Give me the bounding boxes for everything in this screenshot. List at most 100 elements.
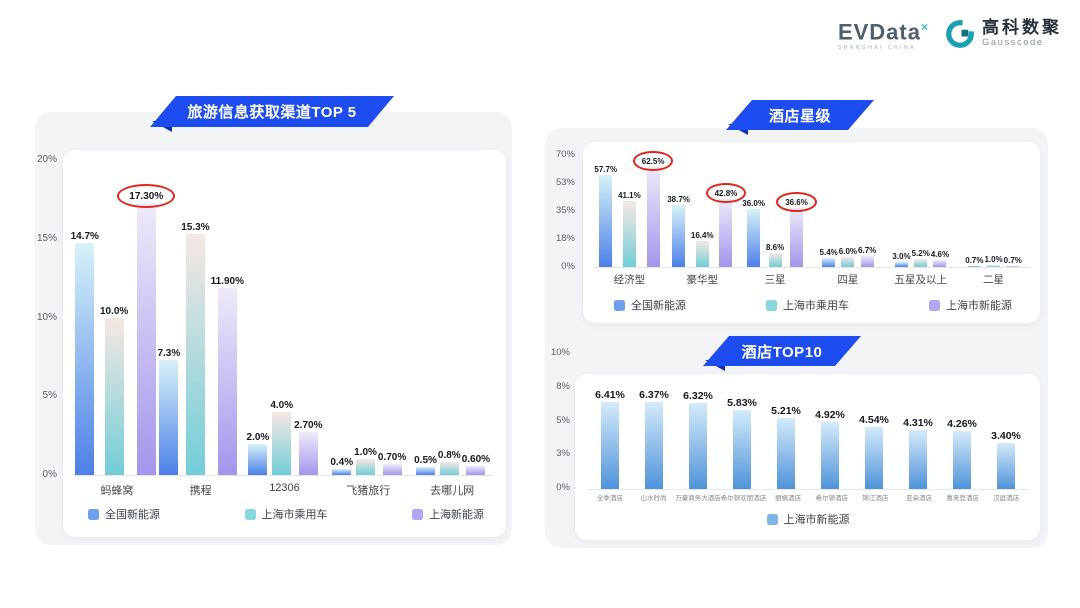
legend-item[interactable]: 上海市乘用车: [766, 297, 849, 313]
bar-group: 3.40%: [984, 374, 1028, 489]
bar: [914, 258, 928, 267]
legend-label: 全国新能源: [631, 300, 686, 312]
bar: [416, 467, 435, 475]
bar: [1006, 265, 1020, 267]
bar: [332, 468, 352, 475]
y-tick-label: 10%: [550, 347, 570, 358]
value-label: 0.7%: [1003, 255, 1022, 265]
value-label: 14.7%: [70, 231, 99, 243]
bar-with-label: 6.37%: [639, 389, 669, 489]
bar-group: 7.3% 15.3% 11.90%: [157, 160, 244, 475]
category-label: 全季酒店: [596, 495, 623, 502]
bar-with-label: 5.21%: [771, 405, 801, 489]
bar: [356, 459, 375, 475]
legend-item[interactable]: 全国新能源: [88, 506, 160, 522]
y-tick-label: 5%: [42, 390, 57, 402]
bar-cluster: 3.0% 5.2% 4.6%: [892, 249, 949, 267]
bar-group: 4.92%: [808, 374, 852, 489]
bar: [646, 167, 660, 267]
bar-cluster: 2.0% 4.0% 2.70%: [247, 400, 323, 475]
bar: [933, 259, 947, 267]
travel-channels-banner: 旅游信息获取渠道TOP 5: [150, 96, 394, 127]
bar-with-label: 41.1%: [618, 191, 641, 267]
bar-cluster: 4.31%: [903, 417, 933, 489]
bar-with-label: 0.7%: [1003, 255, 1022, 267]
bar-with-label: 0.60%: [462, 454, 490, 475]
legend-item[interactable]: 上海市新能源: [766, 511, 850, 527]
bar-cluster: 0.4% 1.0% 0.70%: [330, 447, 406, 475]
bar: [298, 432, 318, 475]
legend-item[interactable]: 上海市乘用车: [244, 506, 328, 522]
value-label: 2.70%: [294, 420, 323, 432]
bar-with-label: 0.7%: [965, 255, 984, 267]
bar: [768, 253, 782, 267]
bar-cluster: 6.32%: [683, 390, 713, 489]
bar: [865, 427, 883, 489]
bar-cluster: 57.7% 41.1% 62.5%: [594, 151, 674, 267]
bar-group: 38.7% 16.4% 42.8%: [666, 155, 746, 267]
bar: [733, 409, 751, 489]
bar-cluster: 5.4% 6.0% 6.7%: [820, 246, 876, 267]
evdata-logo: EVData× SHANGHAI CHINA: [838, 16, 929, 51]
legend-swatch-icon: [614, 299, 625, 311]
legend-item[interactable]: 上海新能源: [412, 506, 484, 522]
bar-with-label: 36.6%: [776, 192, 817, 267]
legend-item[interactable]: 上海市新能源: [929, 297, 1012, 313]
y-tick-label: 70%: [555, 149, 575, 160]
bar-with-label: 6.32%: [683, 390, 713, 489]
category-label: 山水时尚: [640, 495, 667, 502]
bar-cluster: 4.92%: [815, 409, 845, 489]
bar-with-label: 14.7%: [71, 231, 99, 475]
category-label: 希尔顿欢朋酒店: [720, 495, 767, 502]
legend-item[interactable]: 全国新能源: [614, 297, 686, 313]
value-label: 4.54%: [859, 414, 889, 427]
bar-with-label: 4.31%: [903, 417, 933, 489]
category-label: 三星: [764, 274, 786, 286]
y-tick-label: 18%: [555, 233, 575, 244]
value-label: 1.0%: [984, 255, 1003, 265]
value-label: 0.7%: [965, 255, 984, 265]
evdata-x-icon: ×: [920, 20, 929, 34]
value-label: 4.0%: [270, 400, 294, 411]
bar: [75, 243, 95, 475]
bar: [822, 258, 836, 267]
bar-with-label: 6.0%: [839, 247, 857, 267]
bar: [136, 202, 156, 475]
bar-with-label: 5.83%: [727, 397, 757, 489]
bar-group: 14.7% 10.0% 17.30%: [71, 160, 176, 475]
value-label: 10.0%: [99, 305, 129, 317]
gausscode-en-label: Gausscode: [982, 37, 1044, 49]
bar-group: 6.37%: [632, 374, 676, 489]
bar: [747, 209, 761, 267]
value-label: 36.0%: [742, 199, 765, 209]
legend-label: 上海新能源: [429, 509, 484, 521]
bar-group: 5.83%: [720, 374, 764, 489]
value-label: 0.8%: [437, 450, 461, 462]
bar-cluster: 0.5% 0.8% 0.60%: [414, 450, 490, 475]
bar-with-label: 38.7%: [667, 195, 690, 267]
value-label: 57.7%: [594, 164, 618, 174]
bar-group: 0.5% 0.8% 0.60%: [410, 160, 494, 475]
bar-with-label: 8.6%: [766, 243, 784, 267]
value-label: 11.90%: [210, 275, 244, 287]
bar: [860, 256, 874, 267]
category-label: 蚂蜂窝: [100, 485, 134, 497]
category-label: 经济型: [613, 274, 646, 286]
value-label: 16.4%: [690, 230, 714, 240]
bar-with-label: 0.4%: [330, 457, 353, 475]
bar-cluster: 36.0% 8.6% 36.6%: [742, 192, 817, 267]
value-label: 0.4%: [330, 456, 354, 468]
bar: [217, 287, 237, 475]
value-label: 1.0%: [354, 447, 377, 459]
value-label: 3.0%: [892, 252, 911, 262]
plot-area: 57.7% 41.1% 62.5% 38.7% 16.4% 42.8% 36.0% 8.6% 3…: [593, 151, 1030, 268]
bar-group: 5.21%: [764, 374, 808, 489]
bar: [382, 463, 402, 475]
evdata-logo-subtext: SHANGHAI CHINA: [837, 45, 916, 52]
bar: [777, 418, 795, 489]
category-label: 飞猪旅行: [346, 485, 391, 497]
legend-label: 上海市乘用车: [261, 509, 328, 521]
bar-with-label: 7.3%: [157, 348, 180, 475]
bar-with-label: 11.90%: [211, 276, 244, 475]
category-label: 四星: [837, 274, 859, 286]
